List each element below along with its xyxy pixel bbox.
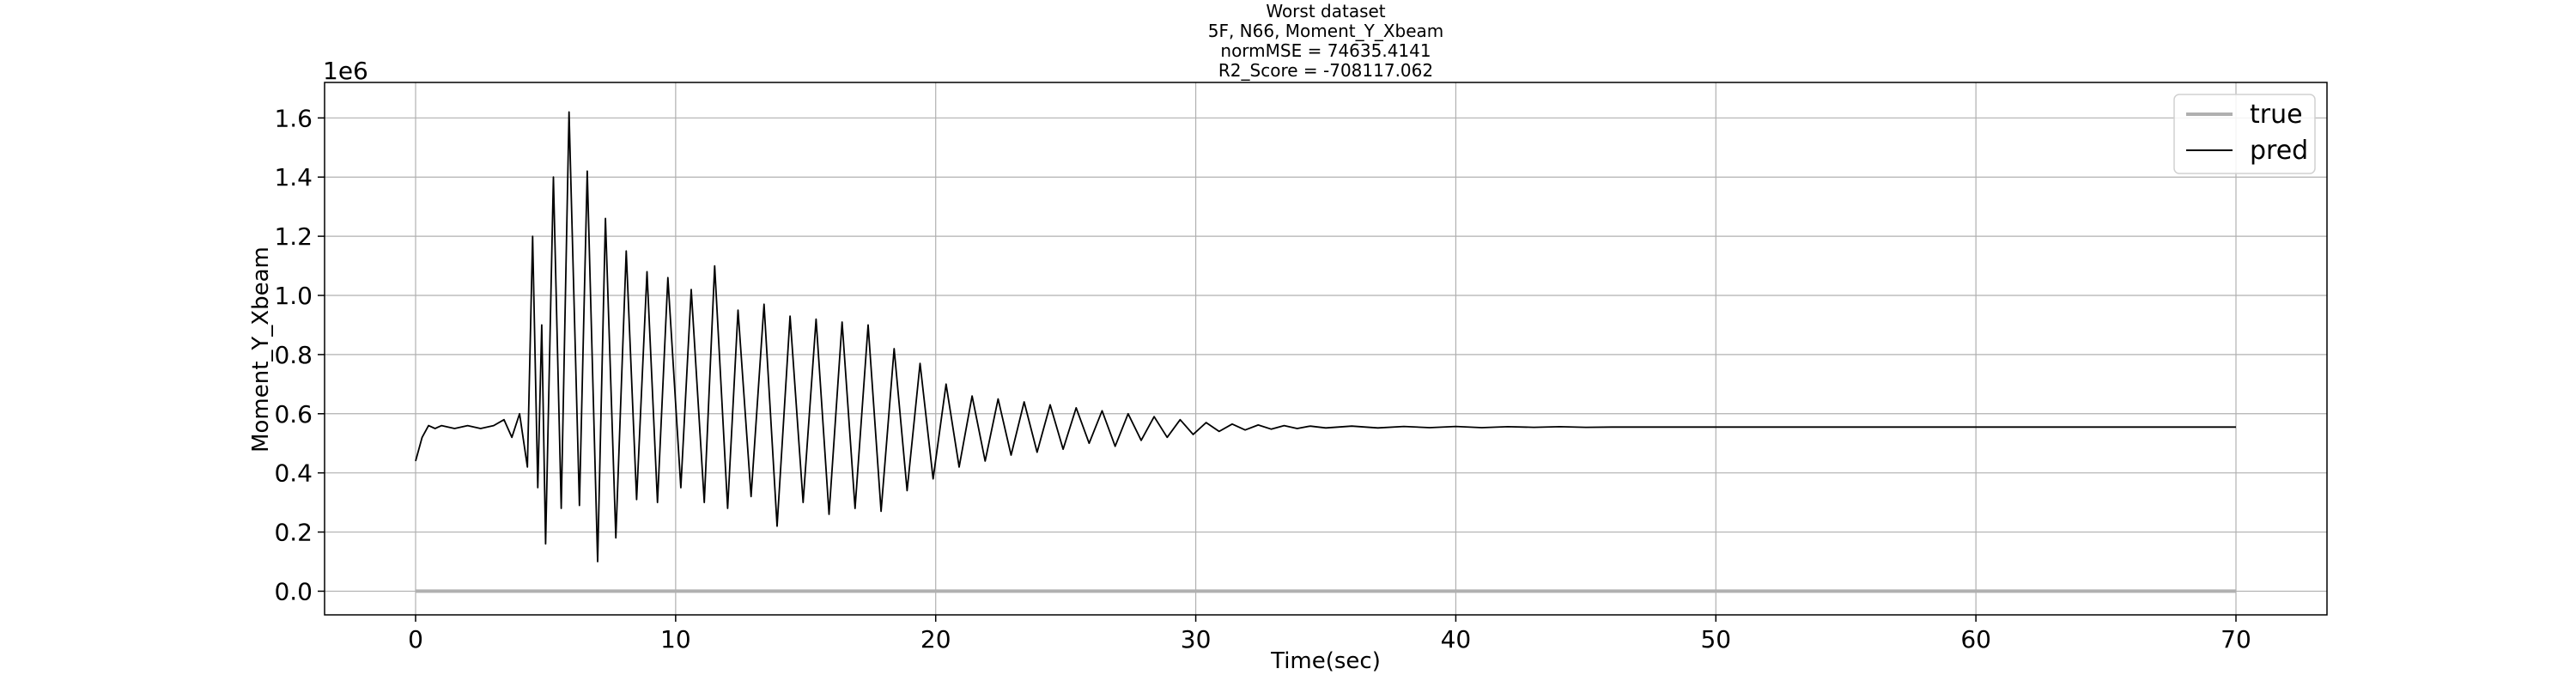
legend-label-pred: pred [2250,136,2308,166]
title-line-1: Worst dataset [1266,1,1385,21]
y-axis-label: Moment_Y_Xbeam [248,246,274,453]
x-axis: 0 10 20 30 40 50 60 70 [408,615,2251,654]
y-tick-label: 1.6 [274,104,313,132]
legend: true pred [2173,94,2316,174]
y-offset-label: 1e6 [323,57,368,85]
x-tick-label: 60 [1960,625,1991,654]
y-tick-label: 1.0 [274,282,313,310]
x-tick-label: 20 [920,625,951,654]
grid [325,82,2327,615]
x-tick-label: 30 [1181,625,1212,654]
y-tick-label: 1.2 [274,222,313,251]
title-line-2: 5F, N66, Moment_Y_Xbeam [1208,21,1444,41]
series-layer [415,111,2236,593]
x-tick-label: 10 [660,625,691,654]
y-tick-label: 0.4 [274,459,313,488]
y-axis: 0.0 0.2 0.4 0.6 0.8 1.0 1.2 1.4 1.6 [274,104,325,605]
series-line-pred [415,111,2236,562]
x-tick-label: 70 [2221,625,2251,654]
title-line-4: R2_Score = -708117.062 [1218,60,1433,81]
legend-label-true: true [2250,100,2303,130]
x-tick-label: 40 [1441,625,1472,654]
y-tick-label: 1.4 [274,163,313,192]
y-tick-label: 0.2 [274,519,313,547]
x-tick-label: 0 [408,625,423,654]
plot-frame [324,82,2328,616]
x-tick-label: 50 [1700,625,1731,654]
y-tick-label: 0.8 [274,341,313,369]
y-tick-label: 0.0 [274,577,313,605]
chart-title: Worst dataset 5F, N66, Moment_Y_Xbeam no… [1208,1,1444,81]
x-axis-label: Time(sec) [1270,648,1381,674]
title-line-3: normMSE = 74635.4141 [1220,40,1431,61]
y-tick-label: 0.6 [274,400,313,429]
